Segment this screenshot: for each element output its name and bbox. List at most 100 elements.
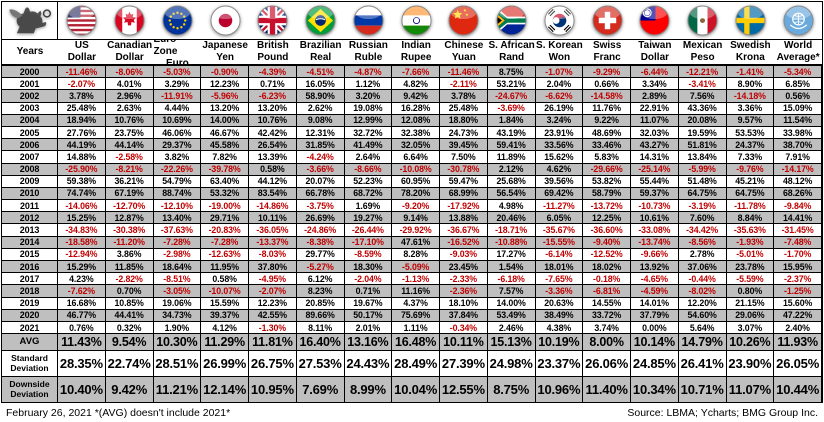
value-cell: 53.49% [487, 309, 536, 322]
value-cell: -2.82% [105, 273, 154, 286]
column-header: S. African Rand [487, 40, 536, 66]
value-cell: -2.36% [440, 285, 488, 298]
value-cell: 4.01% [105, 78, 154, 91]
column-header: British Pound [249, 40, 297, 66]
value-cell: 29.77% [296, 248, 345, 261]
value-cell: -4.65% [631, 273, 679, 286]
value-cell: -12.10% [153, 200, 202, 213]
value-cell: 44.19% [58, 139, 106, 152]
stat-value-cell: 11.81% [249, 334, 297, 352]
value-cell: 18.30% [344, 261, 393, 274]
value-cell: -14.86% [249, 200, 297, 213]
year-label: 2014 [2, 236, 58, 249]
column-header-line1: Japanese [202, 40, 248, 51]
value-cell: 10.61% [631, 212, 679, 225]
column-header-line1: British [257, 40, 289, 51]
column-header: Russian Ruble [344, 40, 393, 66]
value-cell: -5.96% [201, 90, 249, 103]
column-header-line2: Average* [776, 52, 820, 63]
value-cell: 14.88% [58, 151, 106, 164]
value-cell: 4.23% [58, 273, 106, 286]
sweden-flag-icon [735, 5, 766, 36]
year-row-2010: 2010 74.74% 67.19% 88.74% 53.32% 83.54% 66.78%… [2, 187, 822, 201]
value-cell: 8.75% [487, 66, 536, 79]
value-cell: -7.66% [392, 66, 440, 79]
stat-value-cell: 11.93% [774, 334, 822, 352]
value-cell: 9.42% [392, 90, 440, 103]
value-cell: -8.02% [678, 285, 727, 298]
value-cell: -2.04% [344, 273, 393, 286]
year-row-2003: 2003 25.48% 2.63% 4.44% 13.20% 13.20% 2.62% 19.… [2, 102, 822, 115]
value-cell: 26.54% [249, 139, 297, 152]
column-header-line2: Ruble [354, 52, 383, 63]
value-cell: 36.21% [105, 175, 154, 188]
year-row-2016: 2016 15.29% 11.85% 18.64% 11.95% 37.80% -5.27%… [2, 261, 822, 274]
year-label: 2006 [2, 139, 58, 152]
flag-cell [392, 2, 440, 40]
value-cell: 5.64% [678, 321, 727, 335]
value-cell: -22.26% [153, 163, 202, 176]
value-cell: 20.63% [535, 297, 584, 310]
column-header-line1: Chinese [444, 40, 484, 51]
column-header-line1: Swiss [592, 40, 622, 51]
stat-value-cell: 24.98% [487, 351, 536, 378]
value-cell: -14.06% [58, 200, 106, 213]
value-cell: 59.38% [58, 175, 106, 188]
stat-value-cell: 26.05% [774, 351, 822, 378]
value-cell: -5.59% [726, 273, 775, 286]
value-cell: 2.12% [487, 163, 536, 176]
value-cell: 9.57% [726, 114, 775, 127]
value-cell: 18.10% [440, 297, 488, 310]
value-cell: 11.16% [392, 285, 440, 298]
value-cell: -30.38% [105, 224, 154, 237]
value-cell: 0.71% [344, 285, 393, 298]
value-cell: 7.50% [440, 151, 488, 164]
value-cell: -11.91% [153, 90, 202, 103]
value-cell: 53.82% [583, 175, 631, 188]
value-cell: -12.70% [105, 200, 154, 213]
stat-value-cell: 12.55% [440, 377, 488, 404]
value-cell: -3.75% [296, 200, 345, 213]
value-cell: -34.42% [678, 224, 727, 237]
value-cell: 50.17% [344, 309, 393, 322]
stat-label: Standard Deviation [2, 351, 58, 378]
value-cell: 9.08% [296, 114, 345, 127]
value-cell: 2.96% [105, 90, 154, 103]
value-cell: -10.88% [487, 236, 536, 249]
value-cell: 4.12% [201, 321, 249, 335]
value-cell: 24.73% [440, 126, 488, 140]
value-cell: 2.62% [296, 102, 345, 115]
year-label: 2018 [2, 285, 58, 298]
year-label: 2000 [2, 66, 58, 79]
value-cell: 9.14% [392, 212, 440, 225]
value-cell: -0.90% [201, 66, 249, 79]
value-cell: -8.51% [153, 273, 202, 286]
stat-value-cell: 28.51% [153, 351, 202, 378]
value-cell: 42.42% [249, 126, 297, 140]
value-cell: -14.58% [583, 90, 631, 103]
stat-value-cell: 10.71% [678, 377, 727, 404]
value-cell: -4.59% [631, 285, 679, 298]
value-cell: 3.34% [631, 78, 679, 91]
stat-value-cell: 10.95% [249, 377, 297, 404]
column-header-line2: Dollar [115, 52, 144, 63]
column-header-line1: Taiwan [638, 40, 672, 51]
value-cell: 44.14% [105, 139, 154, 152]
value-cell: 33.46% [583, 139, 631, 152]
switzerland-flag-icon [592, 5, 623, 36]
year-row-2001: 2001 -2.07% 4.01% 3.29% 12.23% 0.71% 16.05% 1.1… [2, 78, 822, 91]
value-cell: 0.76% [58, 321, 106, 335]
value-cell: 19.59% [678, 126, 727, 140]
value-cell: 29.06% [726, 309, 775, 322]
year-label: 2019 [2, 297, 58, 310]
header-row: YearsUSDollarCanadianDollarEuro ZoneEuro… [2, 40, 822, 66]
value-cell: 0.71% [249, 78, 297, 91]
year-label: 2015 [2, 248, 58, 261]
value-cell: 14.55% [583, 297, 631, 310]
value-cell: 9.22% [583, 114, 631, 127]
value-cell: 32.38% [392, 126, 440, 140]
value-cell: -1.25% [774, 285, 822, 298]
value-cell: 4.62% [535, 163, 584, 176]
column-header-line2: Euro [165, 58, 189, 66]
column-header-line1: Euro Zone [153, 40, 178, 57]
